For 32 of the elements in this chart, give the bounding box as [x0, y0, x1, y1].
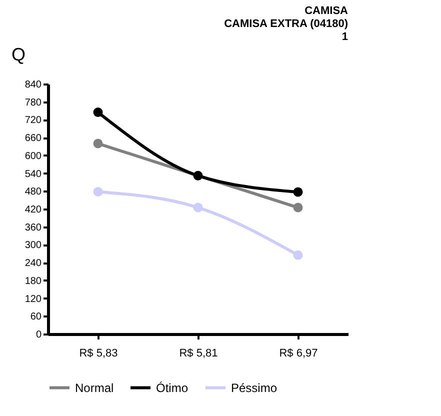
legend-label: Péssimo [231, 380, 278, 395]
y-tick-label: 480 [24, 186, 42, 198]
y-tick-label: 120 [24, 294, 42, 305]
y-tick-label: 720 [24, 115, 42, 126]
y-tick-label: 0 [36, 330, 42, 340]
y-tick-label: 420 [24, 204, 42, 216]
point [93, 187, 103, 196]
legend-label: Ótimo [156, 380, 188, 395]
y-tick-label: 360 [24, 222, 42, 234]
legend-label: Normal [75, 380, 114, 395]
point [93, 138, 103, 148]
text: CAMISA EXTRA (04180) [224, 18, 348, 30]
point [293, 250, 303, 260]
y-tick-label: 60 [30, 312, 42, 323]
y-tick-label: 240 [24, 258, 42, 270]
x-tick-label: R$ 6,97 [279, 348, 318, 360]
y-tick-label: 840 [24, 80, 42, 90]
point [93, 108, 103, 118]
y-tick-label: 540 [24, 168, 42, 180]
y-tick-label: 600 [24, 150, 42, 162]
y-tick-label: 180 [24, 276, 42, 287]
point [293, 187, 303, 197]
y-axis-title: Q [11, 44, 26, 64]
x-tick-label: R$ 5,81 [179, 348, 218, 360]
y-tick-label: 780 [24, 97, 42, 108]
y-tick-label: 660 [24, 133, 42, 144]
x-tick-label: R$ 5,83 [79, 348, 118, 360]
y-tick-label: 300 [24, 240, 42, 252]
point [293, 202, 303, 212]
point [193, 202, 203, 212]
text: 1 [342, 31, 348, 43]
text: CAMISA [304, 5, 348, 17]
